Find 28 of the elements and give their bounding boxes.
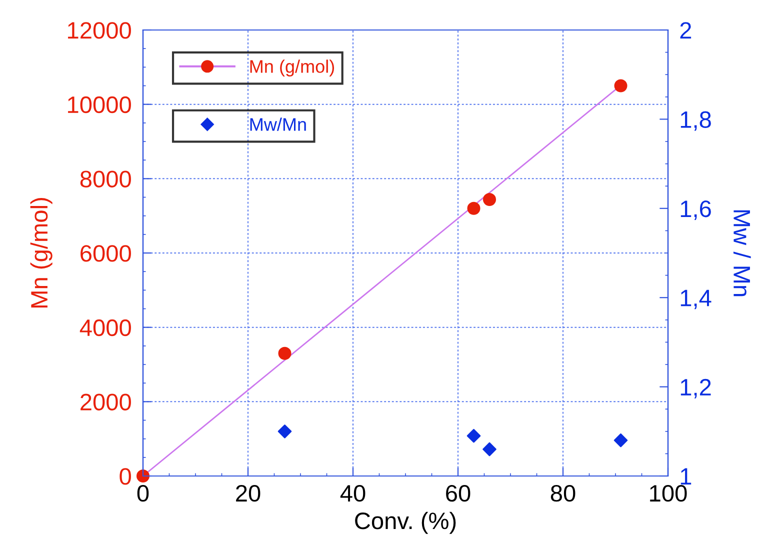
y2-tick-label: 1,8 bbox=[680, 111, 711, 131]
x-tick-label: 80 bbox=[550, 484, 576, 502]
y2-tick-label: 1,2 bbox=[680, 378, 711, 398]
x-tick-label: 0 bbox=[137, 484, 149, 502]
point bbox=[278, 346, 292, 360]
point bbox=[482, 192, 496, 206]
legend-label: Mw/Mn bbox=[250, 118, 306, 131]
y2-tick-label: 1,6 bbox=[680, 200, 711, 220]
y-tick-label: 2000 bbox=[80, 394, 131, 410]
x-tick-label: 40 bbox=[340, 484, 366, 502]
y-tick-label: 8000 bbox=[80, 170, 131, 188]
y2-tick-label: 1,4 bbox=[680, 290, 712, 310]
y-tick-label: 6000 bbox=[80, 245, 131, 262]
x-tick-label: 100 bbox=[650, 484, 687, 502]
x-axis-title: Conv. (%) bbox=[355, 512, 456, 534]
y-axis-title: Mn (g/mol) bbox=[30, 198, 52, 308]
y-tick-label: 4000 bbox=[80, 319, 131, 336]
point bbox=[614, 79, 628, 92]
y-tick-label: 12000 bbox=[68, 22, 131, 39]
x-tick-label: 20 bbox=[236, 484, 260, 502]
legend-label: Mn (g/mol) bbox=[250, 60, 334, 76]
y2-tick-label: 2 bbox=[680, 22, 692, 39]
x-tick-label: 60 bbox=[446, 484, 470, 502]
point bbox=[467, 202, 480, 215]
y-tick-label: 10000 bbox=[68, 96, 131, 114]
y2-axis-title: Mw / Mn bbox=[733, 210, 751, 296]
y-tick-label: 0 bbox=[120, 468, 131, 485]
y2-tick-label: 1 bbox=[680, 468, 692, 485]
